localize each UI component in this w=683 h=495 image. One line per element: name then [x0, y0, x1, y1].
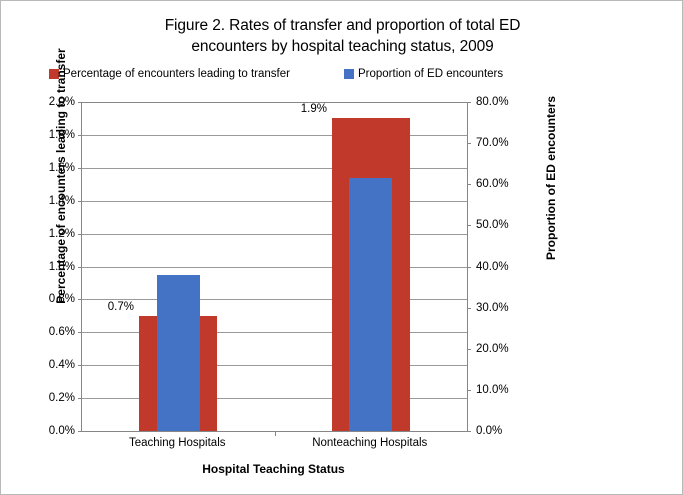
- y-axis-tick-left: [78, 398, 82, 399]
- chart-legend: Percentage of encounters leading to tran…: [49, 65, 549, 83]
- y-axis-label-left: 0.0%: [48, 425, 75, 437]
- y-axis-tick-left: [78, 365, 82, 366]
- y-axis-tick-left: [78, 267, 82, 268]
- y-axis-label-left: 1.4%: [48, 195, 75, 207]
- y-axis-tick-left: [78, 201, 82, 202]
- y-axis-tick-right: [467, 267, 471, 268]
- y-axis-tick-left: [78, 234, 82, 235]
- y-axis-label-left: 1.2%: [48, 228, 75, 240]
- y-axis-tick-right: [467, 102, 471, 103]
- gridline: [82, 398, 467, 399]
- legend-label-ed-proportion: Proportion of ED encounters: [358, 67, 504, 80]
- gridline: [82, 234, 467, 235]
- chart-title: Figure 2. Rates of transfer and proporti…: [61, 15, 624, 57]
- y-axis-tick-left: [78, 168, 82, 169]
- y-axis-label-right: 80.0%: [476, 96, 509, 108]
- y-axis-tick-right: [467, 225, 471, 226]
- gridline: [82, 365, 467, 366]
- y-axis-label-left: 0.8%: [48, 293, 75, 305]
- y-axis-label-right: 20.0%: [476, 343, 509, 355]
- y-axis-label-left: 0.4%: [48, 359, 75, 371]
- y-axis-label-left: 1.6%: [48, 162, 75, 174]
- y-axis-title-left: Percentage of encounters leading to tran…: [54, 48, 68, 304]
- y-axis-label-left: 0.2%: [48, 392, 75, 404]
- y-axis-label-right: 30.0%: [476, 302, 509, 314]
- gridline: [82, 135, 467, 136]
- y-axis-tick-left: [78, 332, 82, 333]
- y-axis-label-left: 2.0%: [48, 96, 75, 108]
- gridline: [82, 102, 467, 103]
- y-axis-label-right: 60.0%: [476, 178, 509, 190]
- plot-area: [78, 102, 471, 436]
- legend-swatch-blue: [344, 69, 354, 79]
- y-axis-label-right: 0.0%: [476, 425, 503, 437]
- legend-swatch-red: [49, 69, 59, 79]
- x-axis-label: Teaching Hospitals: [128, 437, 226, 449]
- y-axis-tick-left: [78, 135, 82, 136]
- chart-title-line-1: Figure 2. Rates of transfer and proporti…: [164, 17, 521, 34]
- data-label-transfer-percentage: 1.9%: [300, 103, 327, 115]
- x-axis-label: Nonteaching Hospitals: [312, 437, 428, 449]
- bar-ed-proportion: [157, 275, 200, 431]
- y-axis-label-left: 1.8%: [48, 129, 75, 141]
- bar-ed-proportion: [349, 178, 392, 431]
- legend-item-ed-proportion: Proportion of ED encounters: [344, 65, 503, 83]
- gridline: [82, 299, 467, 300]
- y-axis-tick-left: [78, 299, 82, 300]
- y-axis-tick-right: [467, 184, 471, 185]
- data-label-transfer-percentage: 0.7%: [107, 301, 134, 313]
- y-axis-label-left: 0.6%: [48, 326, 75, 338]
- gridline: [82, 267, 467, 268]
- legend-label-transfer-percentage: Percentage of encounters leading to tran…: [63, 67, 290, 80]
- x-axis-tick: [275, 431, 276, 436]
- y-axis-label-right: 70.0%: [476, 137, 509, 149]
- y-axis-tick-right: [467, 431, 471, 432]
- y-axis-label-right: 10.0%: [476, 384, 509, 396]
- y-axis-title-right: Proportion of ED encounters: [544, 96, 558, 261]
- y-axis-tick-left: [78, 102, 82, 103]
- y-axis-label-right: 50.0%: [476, 219, 509, 231]
- gridline: [82, 332, 467, 333]
- gridline: [82, 201, 467, 202]
- y-axis-tick-right: [467, 308, 471, 309]
- y-axis-label-left: 1.0%: [48, 261, 75, 273]
- y-axis-tick-right: [467, 349, 471, 350]
- y-axis-tick-right: [467, 143, 471, 144]
- y-axis-label-right: 40.0%: [476, 261, 509, 273]
- x-axis-title: Hospital Teaching Status: [202, 462, 345, 476]
- y-axis-tick-right: [467, 390, 471, 391]
- gridline: [82, 168, 467, 169]
- y-axis-tick-left: [78, 431, 82, 432]
- legend-item-transfer-percentage: Percentage of encounters leading to tran…: [49, 65, 290, 83]
- chart-title-line-2: encounters by hospital teaching status, …: [191, 38, 494, 55]
